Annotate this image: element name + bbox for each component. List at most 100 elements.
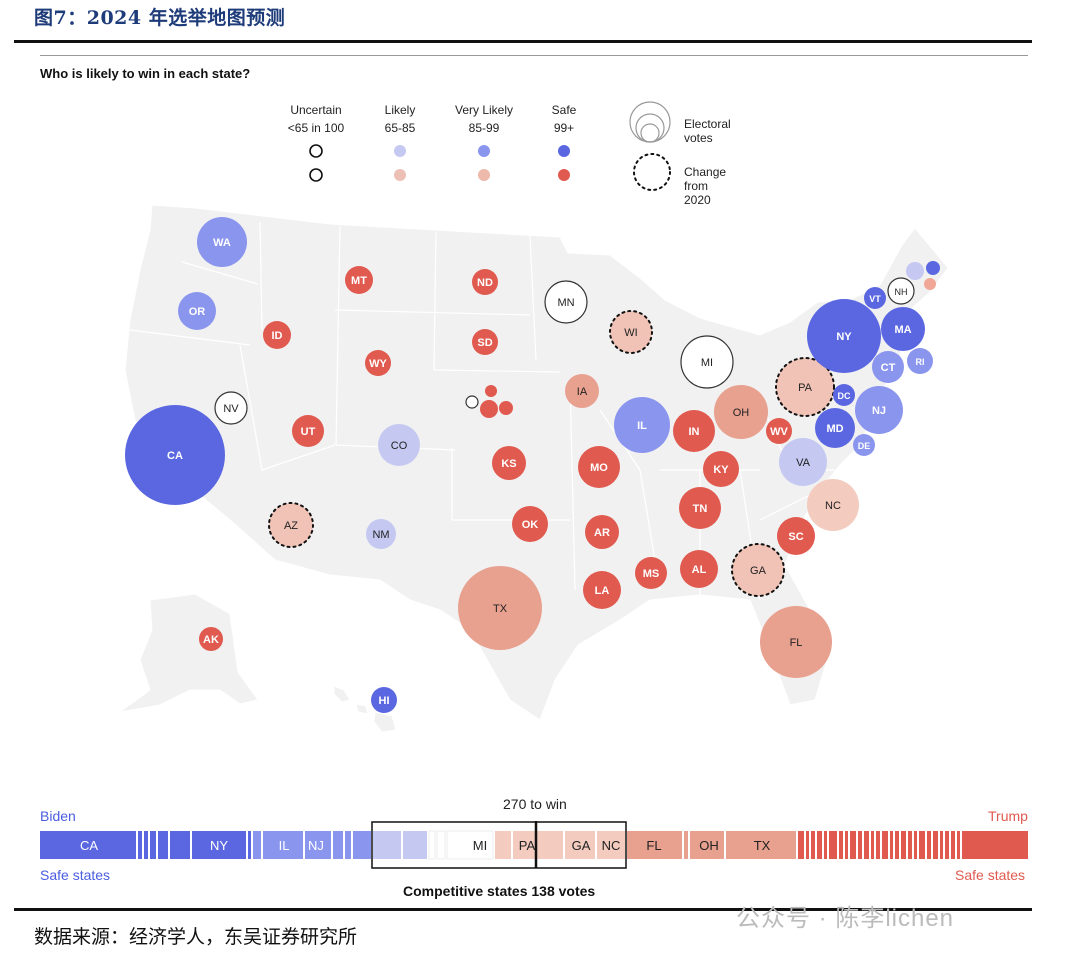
state-mo-label: MO bbox=[590, 462, 608, 474]
state-ms[interactable]: MS bbox=[635, 557, 667, 589]
competitive-states-label: Competitive states 138 votes bbox=[403, 883, 596, 899]
state-al-label: AL bbox=[692, 564, 707, 576]
legend-likely-name: Likely bbox=[384, 103, 416, 117]
state-me bbox=[906, 261, 940, 290]
state-in[interactable]: IN bbox=[673, 410, 715, 452]
figure-title: 图7：2024 年选举地图预测 bbox=[34, 7, 286, 29]
state-id[interactable]: ID bbox=[263, 321, 291, 349]
bar-rep-safe-segment bbox=[829, 831, 837, 859]
biden-label: Biden bbox=[40, 808, 76, 824]
state-ak[interactable]: AK bbox=[199, 627, 223, 651]
state-oh-label: OH bbox=[733, 407, 750, 419]
state-mn-label: MN bbox=[557, 297, 574, 309]
state-wi[interactable]: WI bbox=[609, 310, 653, 354]
win-270-label: 270 to win bbox=[503, 796, 567, 812]
state-az[interactable]: AZ bbox=[268, 502, 314, 548]
state-sc[interactable]: SC bbox=[777, 517, 815, 555]
state-ga[interactable]: GA bbox=[731, 543, 785, 597]
state-ca[interactable]: CA bbox=[125, 405, 225, 505]
state-tn-label: TN bbox=[693, 503, 708, 515]
bar-rep-safe-segment bbox=[914, 831, 917, 859]
bar-rep-safe-segment bbox=[839, 831, 843, 859]
state-md[interactable]: MD bbox=[815, 408, 855, 448]
state-wv-label: WV bbox=[770, 426, 788, 438]
state-mt-label: MT bbox=[351, 275, 367, 287]
legend-dot-likely-rep bbox=[394, 169, 406, 181]
state-sc-label: SC bbox=[788, 531, 803, 543]
state-tx[interactable]: TX bbox=[458, 566, 542, 650]
state-ok-label: OK bbox=[522, 519, 539, 531]
bar-rep-safe-segment bbox=[951, 831, 955, 859]
state-oh[interactable]: OH bbox=[714, 385, 768, 439]
state-co[interactable]: CO bbox=[378, 424, 420, 466]
state-il-label: IL bbox=[637, 420, 647, 432]
bar-rep-safe-segment bbox=[908, 831, 912, 859]
state-ky[interactable]: KY bbox=[703, 451, 739, 487]
state-nj[interactable]: NJ bbox=[855, 386, 903, 434]
state-va[interactable]: VA bbox=[779, 438, 827, 486]
legend-dot-uncertain-dem bbox=[309, 144, 323, 158]
state-dc[interactable]: DC bbox=[833, 384, 855, 406]
state-nc[interactable]: NC bbox=[807, 479, 859, 531]
state-il[interactable]: IL bbox=[614, 397, 670, 453]
state-wv[interactable]: WV bbox=[766, 418, 792, 444]
state-mi[interactable]: MI bbox=[680, 335, 734, 389]
bar-rep-safe-segment bbox=[798, 831, 804, 859]
state-fl[interactable]: FL bbox=[760, 606, 832, 678]
state-pa-label: PA bbox=[798, 382, 813, 394]
state-nh[interactable]: NH bbox=[887, 277, 915, 305]
state-ca-label: CA bbox=[167, 450, 183, 462]
state-al[interactable]: AL bbox=[680, 550, 718, 588]
state-ok[interactable]: OK bbox=[512, 506, 548, 542]
legend-very-likely-range: 85-99 bbox=[468, 121, 500, 135]
state-ar[interactable]: AR bbox=[585, 515, 619, 549]
top-rule bbox=[14, 40, 1032, 43]
us-map-base bbox=[119, 204, 949, 733]
state-ks[interactable]: KS bbox=[492, 446, 526, 480]
legend-likely-range: 65-85 bbox=[384, 121, 416, 135]
state-mi-label: MI bbox=[701, 357, 713, 369]
state-ar-label: AR bbox=[594, 527, 610, 539]
state-ri[interactable]: RI bbox=[907, 348, 933, 374]
state-nd[interactable]: ND bbox=[472, 269, 498, 295]
state-vt[interactable]: VT bbox=[864, 287, 886, 309]
state-nd-label: ND bbox=[477, 277, 493, 289]
state-mt[interactable]: MT bbox=[345, 266, 373, 294]
state-ny[interactable]: NY bbox=[807, 299, 881, 373]
state-ne bbox=[465, 385, 513, 418]
state-sd[interactable]: SD bbox=[472, 329, 498, 355]
legend-change-label: Change from 2020 bbox=[684, 165, 727, 207]
state-de[interactable]: DE bbox=[853, 434, 875, 456]
state-wa[interactable]: WA bbox=[197, 217, 247, 267]
legend-electoral-votes-label: Electoral votes bbox=[684, 117, 731, 145]
bar-label-ny: NY bbox=[210, 838, 228, 853]
state-ma[interactable]: MA bbox=[881, 307, 925, 351]
legend-very-likely-name: Very Likely bbox=[454, 103, 514, 117]
state-pa[interactable]: PA bbox=[775, 357, 835, 417]
state-ia[interactable]: IA bbox=[565, 374, 599, 408]
state-or-label: OR bbox=[189, 306, 206, 318]
state-or[interactable]: OR bbox=[178, 292, 216, 330]
state-nv[interactable]: NV bbox=[214, 391, 248, 425]
state-id-label: ID bbox=[272, 330, 283, 342]
bottom-rule bbox=[14, 908, 1032, 911]
legend-likely: Likely 65-85 bbox=[360, 101, 440, 137]
electoral-bar: CA NY IL NJ MI PA GA NC FL OH TX bbox=[40, 821, 1028, 869]
state-la[interactable]: LA bbox=[583, 571, 621, 609]
bar-rep-safe-segment bbox=[940, 831, 943, 859]
state-nm[interactable]: NM bbox=[366, 519, 396, 549]
state-tn[interactable]: TN bbox=[679, 487, 721, 529]
bar-rep-safe-segment bbox=[850, 831, 856, 859]
watermark: 公众号 · 陈李lichen bbox=[736, 905, 955, 932]
bar-competitive bbox=[373, 830, 625, 860]
state-ut[interactable]: UT bbox=[292, 415, 324, 447]
bar-rep-safe bbox=[798, 831, 1028, 859]
state-ny-label: NY bbox=[836, 331, 852, 343]
state-wy[interactable]: WY bbox=[365, 350, 391, 376]
state-hi[interactable]: HI bbox=[371, 687, 397, 713]
state-ct[interactable]: CT bbox=[872, 351, 904, 383]
state-in-label: IN bbox=[689, 426, 700, 438]
state-va-label: VA bbox=[796, 457, 811, 469]
state-mo[interactable]: MO bbox=[578, 446, 620, 488]
state-mn[interactable]: MN bbox=[544, 280, 588, 324]
